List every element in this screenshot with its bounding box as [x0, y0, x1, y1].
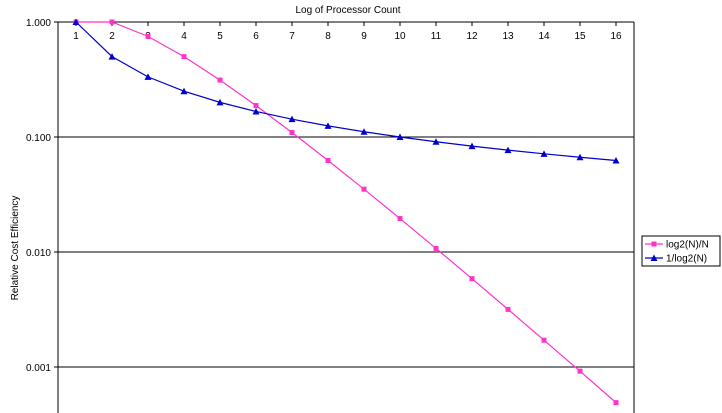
data-point: [361, 186, 367, 192]
legend-marker: [650, 254, 658, 261]
x-tick-label: 2: [109, 31, 115, 42]
series-layer: [72, 18, 620, 406]
data-point: [144, 73, 152, 80]
data-point: [72, 18, 80, 25]
data-point: [540, 150, 548, 157]
series-line: [75, 21, 617, 162]
series-one-over-log2n: [72, 18, 620, 164]
legend-marker: [651, 241, 657, 247]
data-point: [396, 133, 404, 140]
chart-title: Log of Processor Count: [295, 5, 400, 16]
x-tick-label: 11: [431, 31, 442, 42]
legend: log2(N)/N 1/log2(N): [641, 235, 721, 267]
data-point: [288, 115, 296, 123]
data-point: [289, 130, 295, 136]
data-point: [324, 122, 332, 129]
data-point: [181, 54, 187, 60]
legend-label: 1/log2(N): [666, 254, 707, 265]
x-tick-label: 6: [253, 31, 259, 42]
x-tick-label: 1: [73, 31, 79, 42]
data-point: [252, 107, 260, 115]
series-log2n-over-n: [73, 19, 619, 406]
data-point: [108, 53, 116, 60]
data-point: [217, 77, 223, 83]
x-tick-label: 5: [217, 31, 223, 42]
data-point: [504, 146, 512, 154]
y-axis-label: Relative Cost Efficiency: [10, 196, 21, 301]
data-point: [505, 306, 511, 312]
data-point: [433, 245, 439, 251]
data-point: [612, 156, 620, 164]
legend-label: log2(N)/N: [666, 240, 709, 251]
tick-layer: 1.0000.1000.0100.00112345678910111213141…: [26, 18, 622, 374]
data-point: [109, 19, 115, 25]
x-tick-label: 8: [325, 31, 331, 42]
series-line: [76, 21, 617, 404]
y-tick-label: 0.001: [26, 363, 51, 374]
data-point: [360, 128, 368, 135]
data-point: [253, 103, 259, 109]
grid-layer: [54, 21, 635, 413]
data-point: [541, 337, 547, 343]
data-point: [180, 87, 188, 95]
y-tick-label: 0.010: [26, 248, 51, 259]
x-tick-label: 10: [394, 31, 406, 42]
data-point: [432, 138, 440, 145]
x-tick-label: 14: [538, 31, 550, 42]
y-tick-label: 1.000: [26, 18, 51, 29]
data-point: [613, 400, 619, 406]
data-point: [576, 153, 584, 161]
x-tick-label: 15: [574, 31, 586, 42]
x-tick-label: 7: [289, 31, 295, 42]
data-point: [397, 216, 403, 222]
x-tick-label: 16: [610, 31, 622, 42]
data-point: [216, 98, 224, 106]
y-tick-label: 0.100: [26, 133, 51, 144]
data-point: [145, 33, 151, 39]
data-point: [577, 368, 583, 374]
x-tick-label: 4: [181, 31, 187, 42]
x-tick-label: 13: [502, 31, 514, 42]
data-point: [468, 142, 476, 150]
data-point: [469, 276, 475, 282]
data-point: [325, 157, 331, 163]
x-tick-label: 9: [361, 31, 367, 42]
x-tick-label: 12: [466, 31, 478, 42]
